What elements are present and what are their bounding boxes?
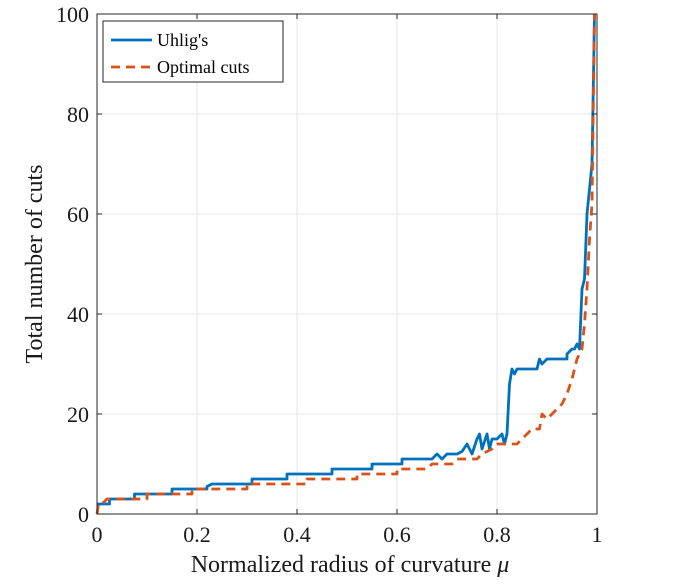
x-tick-label: 0.8: [483, 522, 511, 547]
tick-marks: [96, 13, 598, 515]
x-axis-label: Normalized radius of curvature μ: [191, 552, 510, 578]
plot-area: [97, 14, 597, 514]
y-tick-label: 0: [78, 502, 89, 527]
series-layer: [95, 13, 596, 515]
x-axis-label-text: Normalized radius of curvature: [191, 552, 492, 578]
x-axis-label-symbol: μ: [496, 552, 509, 578]
y-tick-label: 100: [56, 2, 89, 27]
x-tick-label: 1: [592, 522, 603, 547]
y-tick-label: 60: [67, 202, 89, 227]
y-tick-label: 20: [67, 402, 89, 427]
x-tick-label: 0.6: [383, 522, 411, 547]
x-tick-label: 0.2: [183, 522, 211, 547]
legend-label-optimal-cuts: Optimal cuts: [157, 57, 250, 77]
legend: Uhlig's Optimal cuts: [102, 20, 284, 83]
legend-box: [102, 20, 284, 83]
series-line-uhlig-s: [97, 13, 596, 506]
series-line-optimal-cuts: [95, 13, 596, 515]
y-axis-label: Total number of cuts: [22, 165, 48, 364]
legend-label-uhligs: Uhlig's: [157, 30, 208, 50]
tick-labels: 0 0.2 0.4 0.6 0.8 1 0 20 40 60 80 100: [56, 2, 603, 547]
x-tick-label: 0.4: [283, 522, 311, 547]
y-tick-label: 80: [67, 102, 89, 127]
plot-frame: [96, 13, 598, 515]
x-tick-label: 0: [92, 522, 103, 547]
y-tick-label: 40: [67, 302, 89, 327]
